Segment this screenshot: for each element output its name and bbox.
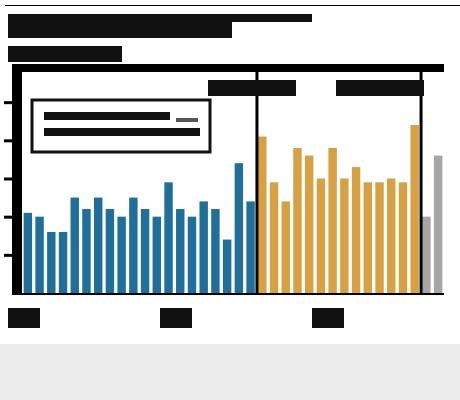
source-notes-band xyxy=(0,344,460,400)
bar-33 xyxy=(398,182,408,293)
bar-32 xyxy=(387,178,396,293)
bar-11 xyxy=(140,209,150,293)
bar-9 xyxy=(117,216,126,293)
bar-23 xyxy=(281,201,290,293)
subtitle-block xyxy=(8,46,122,62)
y-axis-band xyxy=(12,64,22,293)
x-label-2 xyxy=(160,308,192,328)
annotation-1 xyxy=(208,80,296,96)
bar-22 xyxy=(269,182,279,293)
bar-24 xyxy=(293,147,302,293)
bar-10 xyxy=(129,197,138,293)
bar-25 xyxy=(304,155,314,293)
bar-21 xyxy=(258,136,267,293)
bar-7 xyxy=(93,197,103,293)
bar-18 xyxy=(222,239,232,293)
y-tick-4 xyxy=(4,139,12,143)
bar-8 xyxy=(105,209,115,293)
y-tick-3 xyxy=(4,177,12,181)
bar-2 xyxy=(35,216,44,293)
bar-16 xyxy=(199,201,208,293)
bar-34 xyxy=(410,125,419,293)
bar-15 xyxy=(187,216,197,293)
y-tick-2 xyxy=(4,215,12,219)
bar-6 xyxy=(82,209,91,293)
bar-31 xyxy=(375,182,384,293)
bar-28 xyxy=(340,178,349,293)
divider-2 xyxy=(419,72,423,293)
bar-1 xyxy=(23,212,33,293)
bar-3 xyxy=(47,231,56,293)
divider-1 xyxy=(255,72,259,293)
legend-line-2 xyxy=(44,128,200,136)
bar-30 xyxy=(363,182,373,293)
bar-20 xyxy=(246,201,255,293)
bar-4 xyxy=(58,231,68,293)
y-tick-5 xyxy=(4,101,12,105)
legend-swatch xyxy=(176,118,198,122)
x-label-3 xyxy=(312,308,344,328)
bar-17 xyxy=(211,209,220,293)
title-block-tail xyxy=(232,14,312,22)
y-tick-1 xyxy=(4,253,12,257)
bar-35 xyxy=(422,216,431,293)
x-label-1 xyxy=(8,308,40,328)
bar-19 xyxy=(234,163,244,293)
title-block xyxy=(8,14,232,38)
bar-14 xyxy=(176,209,185,293)
bar-12 xyxy=(152,216,162,293)
top-rule xyxy=(5,5,460,6)
x-axis-line xyxy=(12,293,444,295)
bar-5 xyxy=(70,197,79,293)
bar-29 xyxy=(351,167,361,293)
bar-36 xyxy=(433,155,443,293)
bar-26 xyxy=(316,178,326,293)
bar-13 xyxy=(164,182,173,293)
bar-27 xyxy=(328,147,337,293)
legend-box xyxy=(30,98,212,154)
annotation-2 xyxy=(336,80,424,96)
plot-top-band xyxy=(22,64,444,72)
legend-line-1 xyxy=(44,112,170,120)
